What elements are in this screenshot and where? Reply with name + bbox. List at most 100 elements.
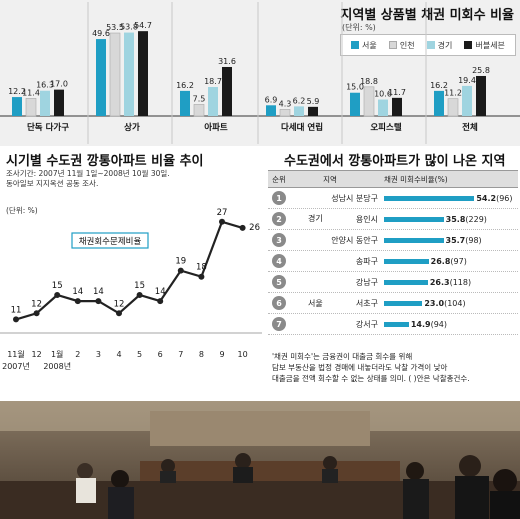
bar-chart-panel: 지역별 상품별 채권 미회수 비율 (단위: %) 서울 인천 경기 버블세븐 …: [0, 0, 520, 146]
legend-item-seoul: 서울: [351, 40, 377, 51]
region-name: 송파구: [355, 256, 378, 266]
bar: [363, 86, 375, 117]
x-tick-label: 6: [158, 350, 163, 359]
rank-badge: 2: [272, 212, 286, 226]
data-point: [116, 310, 122, 317]
region-count: (98): [465, 235, 482, 245]
region-bar: [384, 279, 428, 285]
region-name: 강남구: [355, 277, 378, 287]
region-count: (104): [444, 298, 466, 308]
x-tick-label: 2: [75, 350, 80, 359]
x-tick-label: 2007년: [2, 361, 30, 371]
bar-value-label: 18.7: [204, 77, 222, 86]
data-point: [177, 267, 184, 274]
region-count: (97): [450, 256, 467, 266]
bar-value-label: 11.2: [444, 89, 462, 98]
x-tick-label: 11월: [7, 349, 25, 359]
bar-value-label: 6.2: [293, 96, 306, 105]
x-tick-label: 1월: [51, 349, 63, 359]
bar-cell: 26.8(97): [384, 257, 518, 266]
data-label: 12: [114, 299, 125, 309]
region-bar: [384, 195, 475, 201]
bar: [109, 32, 121, 117]
bar: [476, 75, 486, 116]
data-label: 18: [196, 263, 207, 273]
footnote: '채권 미회수'는 금융권이 대출금 회수를 위해 담보 부동산을 법정 경매에…: [272, 352, 470, 383]
bar: [180, 90, 190, 116]
data-label: 14: [93, 287, 104, 297]
bar-value-label: 31.6: [218, 57, 236, 66]
region-bar: [384, 321, 409, 327]
bar-value-label: 16.2: [430, 81, 448, 90]
legend-swatch: [464, 41, 473, 49]
legend-item-incheon: 인천: [388, 40, 415, 51]
bar: [12, 97, 22, 116]
bar: [294, 106, 304, 116]
region-bar: [384, 300, 423, 306]
legend-swatch: [388, 41, 397, 49]
bar: [193, 104, 205, 117]
data-point: [54, 292, 61, 298]
annotation-box: [71, 232, 149, 249]
bar-cell: 35.8(229): [384, 215, 518, 224]
region-count: (118): [449, 277, 472, 287]
region-count: (96): [496, 193, 513, 203]
data-point: [239, 224, 246, 231]
bar-value-label: 11.7: [388, 88, 406, 97]
rank-badge: 5: [272, 275, 286, 289]
rank-cell: 2: [268, 212, 290, 226]
rank-badge: 7: [272, 317, 286, 331]
x-tick-label: 7: [178, 350, 183, 359]
data-point: [95, 298, 102, 305]
group-label-gyeonggi: 경기: [308, 214, 323, 223]
category-label: 전체: [462, 122, 478, 133]
data-label: 11: [11, 305, 22, 315]
line-chart-unit: (단위: %): [6, 206, 38, 215]
bar: [222, 66, 232, 116]
courtroom-photo: [0, 401, 520, 519]
bar: [266, 105, 276, 116]
bar-value-label: 11.4: [22, 88, 40, 97]
region-value: 26.8(97): [430, 256, 467, 266]
bar-cell: 14.9(94): [384, 320, 518, 329]
table-header: 순위 지역 채권 미회수비율(%): [268, 170, 518, 188]
bar: [447, 98, 459, 117]
line-chart-title: 시기별 수도권 깡통아파트 비율 추이: [6, 154, 204, 169]
table-body: 1 성남시 분당구 54.2(96) 2 용인시 35.8(229) 3 안양시 동안구 35.…: [268, 188, 518, 335]
legend-swatch: [426, 41, 435, 49]
x-tick-label: 10: [238, 350, 248, 359]
data-point: [13, 316, 19, 323]
x-tick-label: 2008년: [43, 361, 71, 371]
region-name: 성남시 분당구: [331, 193, 378, 203]
region-name: 용인시: [355, 214, 378, 224]
bar-chart-unit: (단위: %): [342, 23, 376, 32]
rank-badge: 1: [272, 191, 286, 205]
bar-value-label: 4.3: [279, 99, 292, 108]
bar-value-label: 6.9: [265, 95, 278, 104]
bar: [54, 89, 64, 116]
region-value: 26.3(118): [429, 277, 472, 287]
rank-cell: 6: [268, 296, 290, 310]
bar-value-label: 15.0: [346, 83, 364, 92]
rank-cell: 7: [268, 317, 290, 331]
rank-cell: 5: [268, 275, 290, 289]
legend-swatch: [351, 41, 360, 49]
data-label: 27: [217, 208, 228, 218]
x-tick-label: 4: [116, 350, 121, 359]
series-line: [15, 220, 243, 321]
bar: [40, 90, 50, 116]
bar-chart-legend: 서울 인천 경기 버블세븐: [340, 34, 516, 56]
table-row: 6 서초구 23.0(104): [268, 293, 518, 314]
x-tick-label: 5: [137, 350, 142, 359]
data-label: 26: [249, 223, 260, 233]
category-label: 오피스텔: [370, 122, 401, 133]
bar: [208, 86, 218, 116]
x-tick-label: 8: [199, 350, 204, 359]
rank-cell: 3: [268, 233, 290, 247]
bar-cell: 35.7(98): [384, 236, 518, 245]
data-point: [219, 218, 225, 225]
region-name: 안양시 동안구: [331, 235, 378, 245]
rank-cell: 4: [268, 254, 290, 268]
category-label: 아파트: [204, 122, 228, 133]
bar: [279, 109, 291, 117]
